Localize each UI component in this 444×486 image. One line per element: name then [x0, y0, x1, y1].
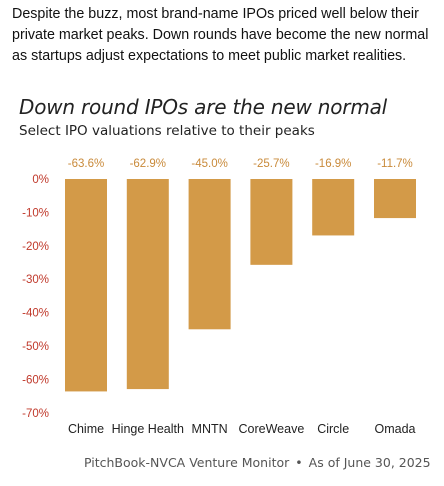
bar-omada [374, 179, 416, 219]
category-label: Circle [317, 422, 349, 436]
bar-chime [65, 179, 107, 392]
value-label: -62.9% [130, 158, 166, 170]
y-tick-label: -40% [22, 308, 49, 320]
source-separator: • [295, 455, 303, 470]
chart-subtitle: Select IPO valuations relative to their … [19, 123, 315, 139]
y-tick-label: 0% [32, 174, 49, 186]
category-label: Chime [68, 422, 104, 436]
y-tick-label: -70% [22, 408, 49, 420]
category-label: Omada [375, 422, 416, 436]
intro-paragraph: Despite the buzz, most brand-name IPOs p… [12, 6, 429, 64]
bar-chart: 0% -10% -20% -30% -40% -50% -60% -70% -63.6% Chim… [22, 158, 416, 436]
category-label: Hinge Health [112, 422, 184, 436]
source-line: PitchBook-NVCA Venture Monitor • As of Jun… [84, 455, 431, 470]
bar-coreweave [250, 179, 293, 265]
y-tick-label: -50% [22, 341, 49, 353]
y-tick-label: -60% [22, 374, 49, 386]
bar-mntn [188, 179, 231, 330]
bar-circle [312, 179, 355, 236]
category-label: CoreWeave [239, 422, 305, 436]
y-tick-label: -30% [22, 274, 49, 286]
value-label: -11.7% [377, 158, 413, 170]
category-label: MNTN [192, 422, 228, 436]
value-label: -45.0% [191, 158, 227, 170]
value-label: -25.7% [253, 158, 289, 170]
source-publisher: PitchBook-NVCA Venture Monitor [84, 455, 290, 470]
bar-hinge-health [126, 179, 169, 390]
y-tick-label: -10% [22, 207, 49, 219]
chart-title: Down round IPOs are the new normal [19, 95, 388, 119]
value-label: -16.9% [315, 158, 351, 170]
value-label: -63.6% [68, 158, 104, 170]
y-tick-label: -20% [22, 241, 49, 253]
source-date: As of June 30, 2025 [308, 455, 431, 470]
